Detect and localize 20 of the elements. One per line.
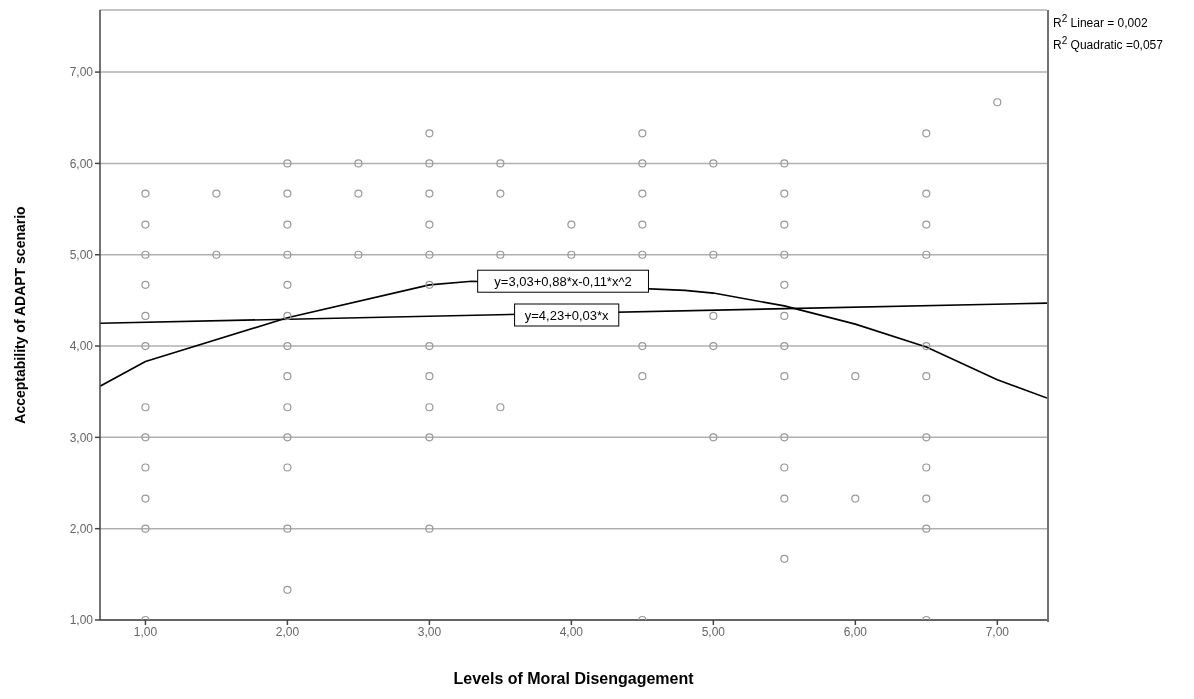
text: R$^{2}$ Quadratic =0,057 bbox=[1053, 34, 1163, 54]
x-tick-label: 4,00 bbox=[559, 624, 584, 639]
x-tick-label: 3,00 bbox=[417, 624, 442, 639]
x-tick-label: 7,00 bbox=[985, 624, 1010, 639]
x-tick-label: 1,00 bbox=[133, 624, 158, 639]
y-tick-label: 6,00 bbox=[69, 156, 94, 171]
x-tick-label: 2,00 bbox=[275, 624, 300, 639]
y-tick-label: 3,00 bbox=[69, 430, 94, 445]
annotation: y=4,23+0,03*x bbox=[524, 308, 610, 323]
y-tick-label: 1,00 bbox=[69, 613, 94, 628]
y-tick-label: 5,00 bbox=[69, 247, 94, 262]
text: R$^{2}$ Linear = 0,002 bbox=[1053, 12, 1149, 32]
y-tick-label: 7,00 bbox=[69, 65, 94, 80]
x-tick-label: 5,00 bbox=[701, 624, 726, 639]
y-tick-label: 4,00 bbox=[69, 339, 94, 354]
annotation: y=3,03+0,88*x-0,11*x^2 bbox=[494, 274, 632, 290]
y-axis-title: Acceptability of ADAPT scenario bbox=[11, 206, 28, 424]
y-tick-label: 2,00 bbox=[69, 521, 94, 536]
x-axis-title: Levels of Moral Disengagement bbox=[453, 670, 695, 687]
x-tick-label: 6,00 bbox=[843, 624, 868, 639]
